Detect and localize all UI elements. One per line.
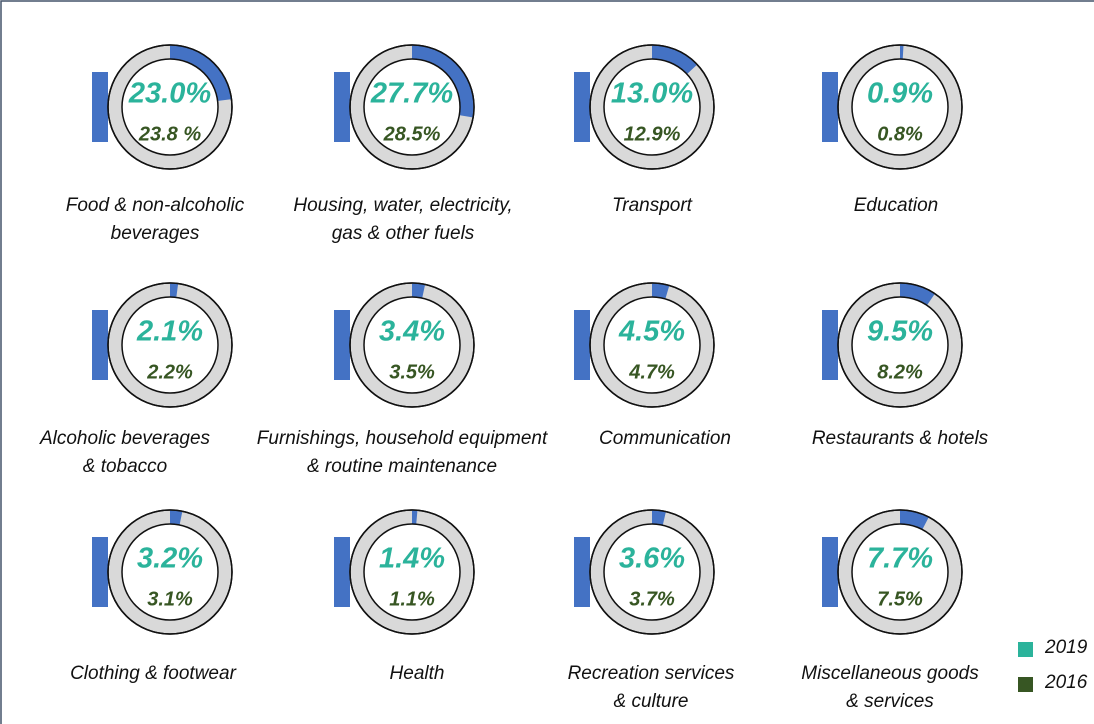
side-bar	[92, 537, 108, 607]
donut-inner	[363, 523, 461, 621]
category-label: Health	[389, 663, 445, 684]
donut-arc	[651, 510, 666, 525]
donut-edge	[589, 282, 715, 408]
side-bar	[92, 310, 108, 380]
value-2019: 1.4%	[379, 543, 445, 575]
value-2016: 8.2%	[877, 361, 923, 383]
donut-edge	[837, 282, 963, 408]
donut-arc	[169, 510, 183, 525]
value-2019: 0.9%	[867, 78, 933, 110]
legend-label: 2019	[1045, 637, 1088, 658]
category-label: Transport	[612, 195, 692, 216]
category-label: Miscellaneous goods & services	[801, 663, 979, 712]
category-label: Recreation services & culture	[567, 663, 735, 712]
donut-inner	[121, 296, 219, 394]
donut-arc	[899, 283, 935, 306]
donut-edge	[837, 44, 963, 170]
donut-inner	[363, 58, 461, 156]
value-2019: 27.7%	[370, 78, 453, 110]
donut-edge	[107, 282, 233, 408]
donut-arc	[651, 45, 697, 75]
value-2019: 4.5%	[618, 316, 685, 348]
donut-edge	[107, 44, 233, 170]
side-bar	[92, 72, 108, 142]
side-bar	[574, 310, 590, 380]
donut-edge	[107, 509, 233, 635]
legend-swatch	[1018, 677, 1033, 692]
value-2016: 7.5%	[877, 588, 923, 610]
donut-inner	[851, 296, 949, 394]
donut-arc	[651, 283, 670, 299]
value-2019: 23.0%	[128, 78, 211, 110]
donut-inner	[603, 523, 701, 621]
value-2019: 3.6%	[619, 543, 685, 575]
value-2016: 23.8 %	[138, 123, 201, 145]
value-2019: 3.4%	[379, 316, 445, 348]
value-2016: 0.8%	[877, 123, 923, 145]
donut-inner	[851, 523, 949, 621]
donut-arc	[169, 45, 232, 102]
donut-edge	[349, 282, 475, 408]
donut-edge	[349, 509, 475, 635]
category-label: Restaurants & hotels	[811, 428, 989, 449]
side-bar	[334, 537, 350, 607]
legend-label: 2016	[1045, 672, 1088, 693]
category-label: Clothing & footwear	[70, 663, 236, 684]
side-bar	[574, 537, 590, 607]
value-2016: 3.7%	[629, 588, 675, 610]
value-2016: 3.5%	[389, 361, 435, 383]
side-bar	[334, 310, 350, 380]
category-label: Education	[853, 195, 939, 216]
side-bar	[574, 72, 590, 142]
legend-swatch	[1018, 642, 1033, 657]
value-2019: 13.0%	[611, 78, 693, 110]
donut-inner	[851, 58, 949, 156]
category-label: Housing, water, electricity, gas & other…	[293, 195, 513, 244]
donut-inner	[603, 296, 701, 394]
value-2019: 3.2%	[137, 543, 203, 575]
value-2019: 9.5%	[867, 316, 933, 348]
value-2016: 3.1%	[147, 588, 193, 610]
value-2016: 4.7%	[628, 361, 675, 383]
donut-arc	[411, 283, 426, 298]
donut-inner	[603, 58, 701, 156]
value-2016: 28.5%	[383, 123, 441, 145]
donut-edge	[589, 509, 715, 635]
donut-edge	[837, 509, 963, 635]
donut-inner	[121, 523, 219, 621]
value-2019: 7.7%	[867, 543, 933, 575]
side-bar	[822, 72, 838, 142]
donut-arc	[411, 45, 474, 118]
side-bar	[822, 537, 838, 607]
value-2019: 2.1%	[136, 316, 203, 348]
donut-edge	[589, 44, 715, 170]
category-label: Alcoholic beverages & tobacco	[39, 428, 211, 477]
category-label: Communication	[599, 428, 731, 449]
donut-inner	[363, 296, 461, 394]
value-2016: 2.2%	[146, 361, 193, 383]
donut-arc	[899, 510, 929, 530]
donut-inner	[121, 58, 219, 156]
side-bar	[334, 72, 350, 142]
value-2016: 12.9%	[624, 123, 681, 145]
category-label: Food & non-alcoholic beverages	[65, 195, 245, 244]
donut-edge	[349, 44, 475, 170]
category-label: Furnishings, household equipment & routi…	[256, 428, 548, 477]
side-bar	[822, 310, 838, 380]
value-2016: 1.1%	[389, 588, 435, 610]
